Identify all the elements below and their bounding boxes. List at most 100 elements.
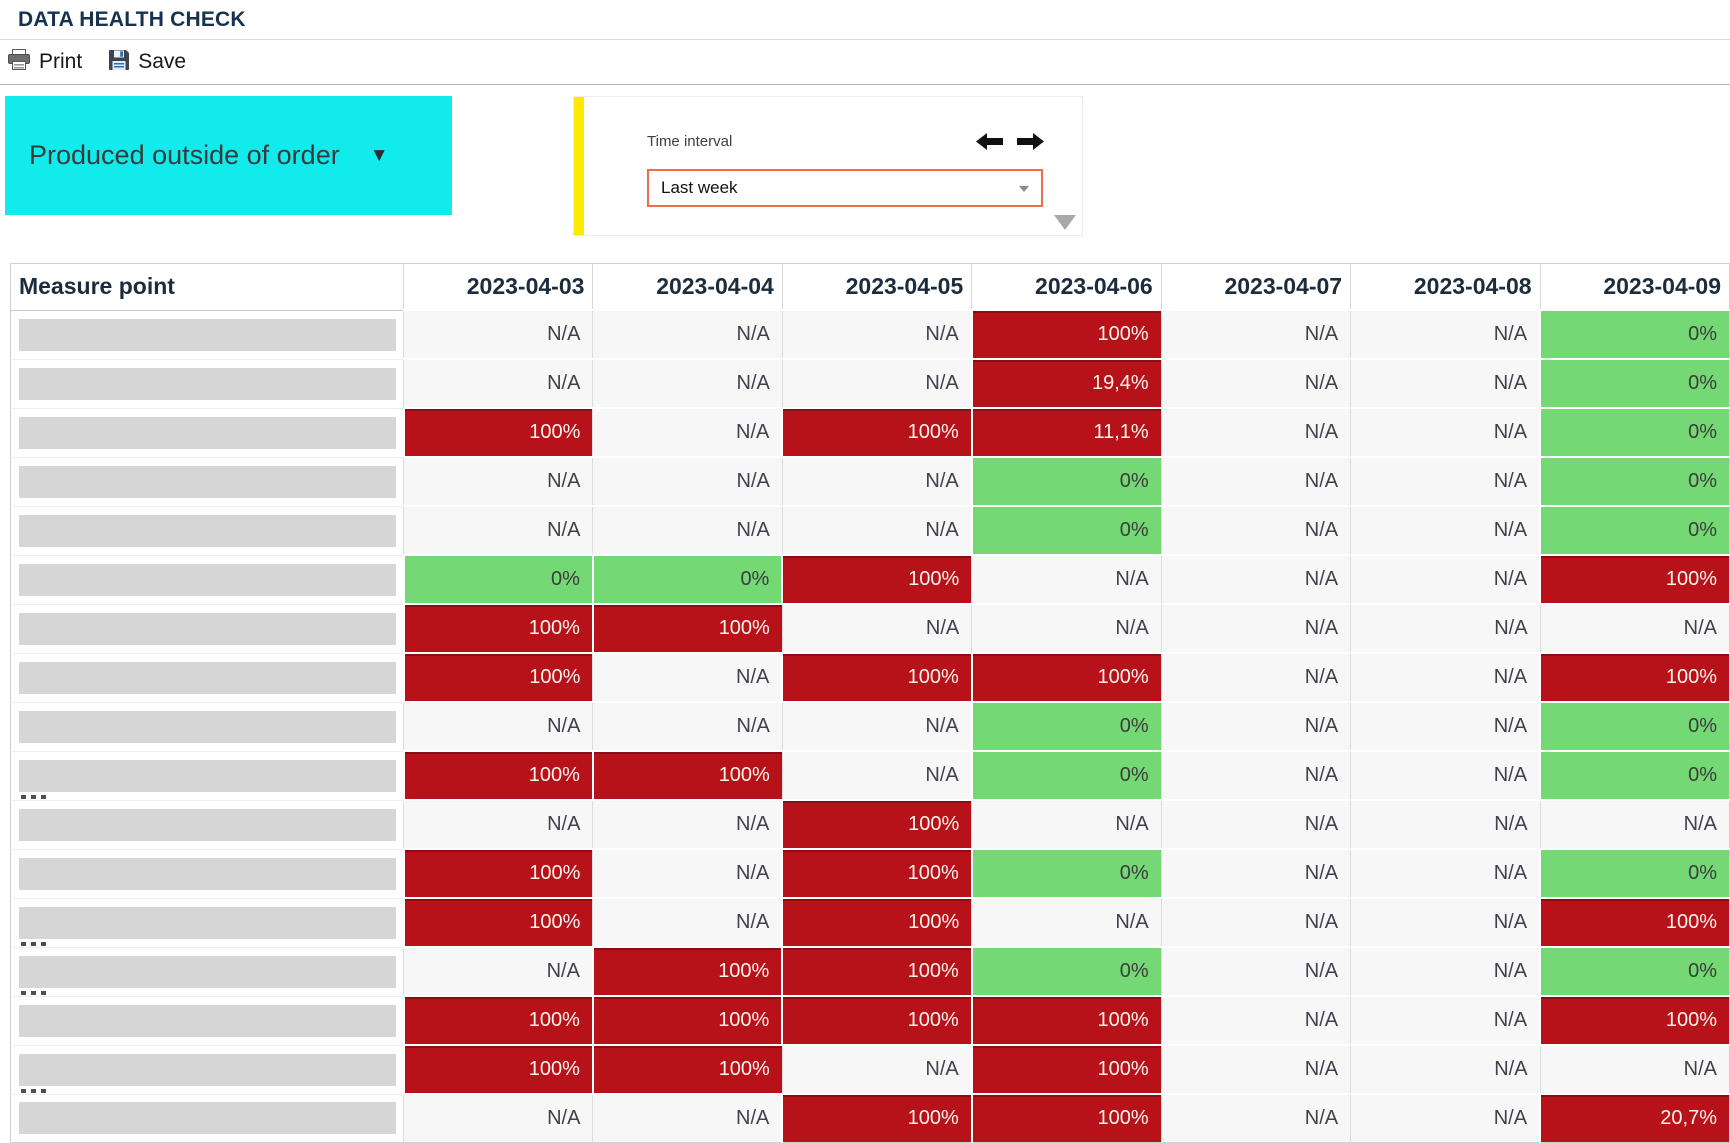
value-cell: N/A xyxy=(781,701,972,751)
print-button[interactable]: Print xyxy=(7,48,82,76)
value-cell: N/A xyxy=(1350,897,1541,947)
redaction-artifact xyxy=(21,794,49,799)
table-body: N/A N/A N/A 100% N/A N/A 0% N/A N/A N/A 19,4% N/A N/… xyxy=(10,309,1730,1143)
value-cell: 100% xyxy=(402,407,593,457)
measure-point-cell xyxy=(10,995,404,1045)
value-cell: 100% xyxy=(781,848,972,898)
redacted-measure-point-label xyxy=(19,1053,396,1086)
value-cell: N/A xyxy=(971,603,1162,653)
redacted-measure-point-label xyxy=(19,612,396,645)
measure-point-cell xyxy=(10,750,404,800)
table-header-row: Measure point 2023-04-03 2023-04-04 2023-0… xyxy=(10,263,1730,311)
value-cell: N/A xyxy=(1350,1093,1541,1143)
value-cell: N/A xyxy=(1539,1044,1730,1094)
value-cell: 0% xyxy=(1539,701,1730,751)
next-interval-button[interactable] xyxy=(1017,133,1044,155)
value-cell: 0% xyxy=(970,848,1162,898)
value-cell: N/A xyxy=(1160,1093,1351,1143)
value-cell: N/A xyxy=(1160,554,1351,604)
value-cell: 100% xyxy=(970,1044,1162,1094)
value-cell: 0% xyxy=(970,701,1162,751)
redacted-measure-point-label xyxy=(19,367,396,400)
value-cell: N/A xyxy=(1350,407,1541,457)
value-cell: N/A xyxy=(781,603,972,653)
value-cell: N/A xyxy=(781,750,972,800)
table-row: 100% 100% N/A 100% N/A N/A N/A xyxy=(10,1044,1730,1094)
value-cell: 0% xyxy=(970,505,1162,555)
panel-accent-bar xyxy=(574,97,584,235)
redaction-artifact xyxy=(21,990,49,995)
time-interval-label: Time interval xyxy=(647,133,733,150)
value-cell: 100% xyxy=(591,750,783,800)
toolbar: Print Save xyxy=(0,40,1730,85)
value-cell: N/A xyxy=(781,456,972,506)
value-cell: N/A xyxy=(781,505,972,555)
measure-point-cell xyxy=(10,701,404,751)
value-cell: 0% xyxy=(970,456,1162,506)
value-cell: 20,7% xyxy=(1539,1093,1730,1143)
time-interval-panel: Time interval Last week xyxy=(573,96,1083,236)
printer-icon xyxy=(7,48,31,76)
value-cell: N/A xyxy=(1350,554,1541,604)
value-cell: N/A xyxy=(1350,603,1541,653)
previous-interval-button[interactable] xyxy=(976,133,1003,155)
value-cell: N/A xyxy=(402,1093,593,1143)
measure-point-cell xyxy=(10,456,404,506)
value-cell: 0% xyxy=(1539,358,1730,408)
value-cell: 100% xyxy=(970,995,1162,1045)
redacted-measure-point-label xyxy=(19,416,396,449)
value-cell: N/A xyxy=(1350,701,1541,751)
value-cell: 100% xyxy=(781,946,972,996)
value-cell: 0% xyxy=(1539,848,1730,898)
value-cell: 100% xyxy=(1539,652,1730,702)
chevron-down-icon: ▼ xyxy=(369,144,389,166)
value-cell: 100% xyxy=(591,603,783,653)
redacted-measure-point-label xyxy=(19,906,396,939)
table-row: N/A N/A N/A 19,4% N/A N/A 0% xyxy=(10,358,1730,408)
value-cell: N/A xyxy=(781,358,972,408)
table-row: 100% N/A 100% N/A N/A N/A 100% xyxy=(10,897,1730,947)
time-interval-select[interactable]: Last week xyxy=(647,169,1043,207)
value-cell: 19,4% xyxy=(970,358,1162,408)
value-cell: N/A xyxy=(402,456,593,506)
value-cell: N/A xyxy=(971,799,1162,849)
table-row: N/A N/A N/A 0% N/A N/A 0% xyxy=(10,456,1730,506)
value-cell: N/A xyxy=(402,701,593,751)
value-cell: 0% xyxy=(1539,309,1730,359)
value-cell: 100% xyxy=(402,995,593,1045)
value-cell: N/A xyxy=(1160,652,1351,702)
value-cell: N/A xyxy=(1160,603,1351,653)
redacted-measure-point-label xyxy=(19,955,396,988)
value-cell: 100% xyxy=(781,897,972,947)
redacted-measure-point-label xyxy=(19,857,396,890)
value-cell: 0% xyxy=(402,554,593,604)
measure-filter-label: Produced outside of order xyxy=(29,140,340,170)
value-cell: N/A xyxy=(402,358,593,408)
table-row: N/A N/A 100% N/A N/A N/A N/A xyxy=(10,799,1730,849)
redacted-measure-point-label xyxy=(19,808,396,841)
save-label: Save xyxy=(138,50,187,73)
measure-point-cell xyxy=(10,897,404,947)
value-cell: 100% xyxy=(591,946,783,996)
value-cell: N/A xyxy=(592,848,783,898)
save-button[interactable]: Save xyxy=(108,49,186,76)
value-cell: N/A xyxy=(1160,897,1351,947)
value-cell: N/A xyxy=(1350,799,1541,849)
value-cell: N/A xyxy=(1350,456,1541,506)
table-row: N/A 100% 100% 0% N/A N/A 0% xyxy=(10,946,1730,996)
panel-expand-icon[interactable] xyxy=(1054,215,1076,230)
value-cell: 100% xyxy=(781,652,972,702)
measure-point-cell xyxy=(10,946,404,996)
value-cell: 100% xyxy=(1539,897,1730,947)
measure-filter-button[interactable]: Produced outside of order ▼ xyxy=(5,96,452,215)
value-cell: 11,1% xyxy=(970,407,1162,457)
measure-point-cell xyxy=(10,1044,404,1094)
value-cell: 100% xyxy=(970,1093,1162,1143)
value-cell: N/A xyxy=(1350,1044,1541,1094)
value-cell: N/A xyxy=(1539,603,1730,653)
title-bar: DATA HEALTH CHECK xyxy=(0,0,1730,40)
value-cell: N/A xyxy=(971,554,1162,604)
value-cell: 100% xyxy=(1539,554,1730,604)
value-cell: N/A xyxy=(402,505,593,555)
value-cell: 0% xyxy=(970,750,1162,800)
